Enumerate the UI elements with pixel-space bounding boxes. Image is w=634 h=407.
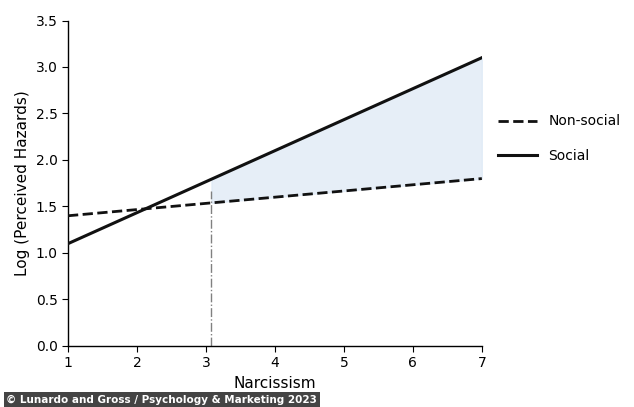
- X-axis label: Narcissism: Narcissism: [233, 376, 316, 391]
- Y-axis label: Log (Perceived Hazards): Log (Perceived Hazards): [15, 90, 30, 276]
- Legend: Non-social, Social: Non-social, Social: [493, 109, 626, 169]
- Text: © Lunardo and Gross / Psychology & Marketing 2023: © Lunardo and Gross / Psychology & Marke…: [6, 395, 317, 405]
